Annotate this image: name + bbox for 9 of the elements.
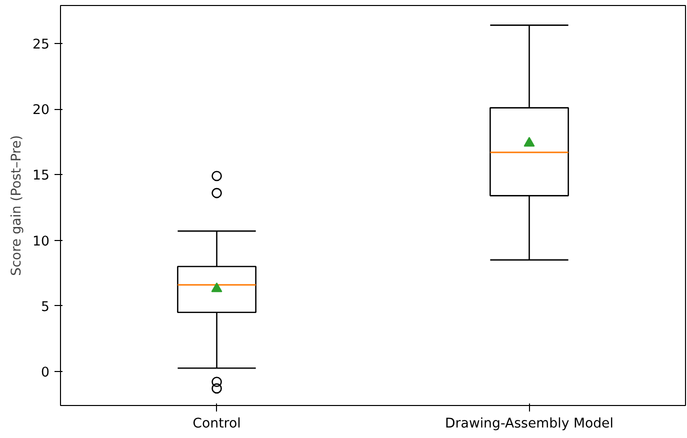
y-tick-label: 0 [41, 365, 50, 380]
x-tick-label: Drawing-Assembly Model [445, 416, 614, 432]
y-tick-label: 15 [32, 168, 50, 184]
y-axis-title: Score gain (Post–Pre) [10, 135, 25, 276]
y-tick-label: 20 [32, 103, 50, 118]
y-tick-label: 25 [32, 38, 50, 53]
x-tick-label: Control [192, 416, 241, 432]
y-tick-label: 5 [41, 300, 50, 315]
y-tick-label: 10 [32, 234, 50, 250]
